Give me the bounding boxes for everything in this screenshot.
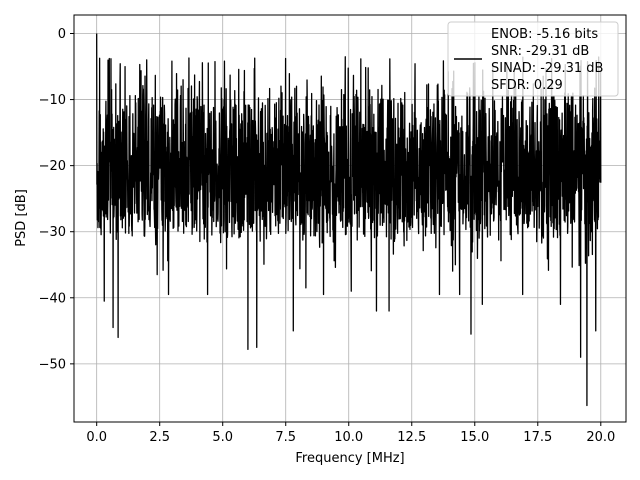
- x-tick-label: 5.0: [212, 430, 233, 445]
- y-tick-label: −20: [39, 159, 66, 174]
- y-axis-ticks: 0 −10 −20 −30 −40 −50: [39, 27, 74, 372]
- x-tick-label: 17.5: [523, 430, 552, 445]
- x-tick-label: 7.5: [275, 430, 296, 445]
- x-tick-label: 20.0: [586, 430, 615, 445]
- x-tick-label: 0.0: [86, 430, 107, 445]
- y-axis-label: PSD [dB]: [14, 189, 29, 247]
- x-tick-label: 15.0: [460, 430, 489, 445]
- x-tick-label: 2.5: [149, 430, 170, 445]
- psd-series-line: [96, 33, 602, 407]
- y-tick-label: −50: [39, 357, 66, 372]
- legend-line-sinad: SINAD: -29.31 dB: [491, 61, 603, 76]
- legend: ENOB: -5.16 bits SNR: -29.31 dB SINAD: -…: [447, 21, 619, 97]
- x-axis-label: Frequency [MHz]: [295, 451, 404, 466]
- legend-line-enob: ENOB: -5.16 bits: [491, 27, 598, 42]
- legend-line-sfdr: SFDR: 0.29: [491, 78, 563, 93]
- x-axis-ticks: 0.0 2.5 5.0 7.5 10.0 12.5 15.0 17.5 20.0: [86, 422, 615, 445]
- legend-box: [447, 21, 619, 97]
- y-tick-label: −10: [39, 93, 66, 108]
- plot-frame: [73, 14, 627, 423]
- y-tick-label: −40: [39, 291, 66, 306]
- series-group: [96, 33, 602, 407]
- y-tick-label: −30: [39, 225, 66, 240]
- y-tick-label: 0: [58, 27, 66, 42]
- x-tick-label: 10.0: [334, 430, 363, 445]
- x-tick-label: 12.5: [397, 430, 426, 445]
- legend-line-snr: SNR: -29.31 dB: [491, 44, 589, 59]
